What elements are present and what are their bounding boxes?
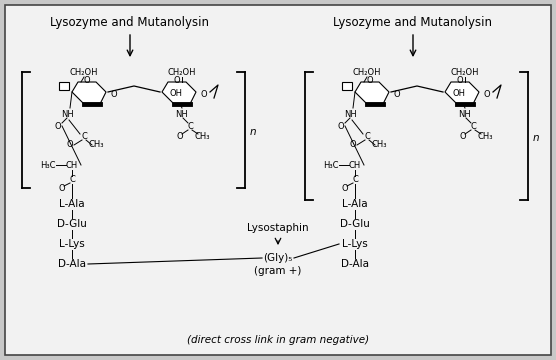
Text: D-Ala: D-Ala [341, 259, 369, 269]
Text: CH₂OH: CH₂OH [451, 68, 479, 77]
Text: O: O [484, 90, 490, 99]
Text: CH₃: CH₃ [194, 131, 210, 140]
Text: H₃C: H₃C [40, 161, 56, 170]
Text: C: C [470, 122, 476, 131]
Text: (Gly)₅: (Gly)₅ [264, 253, 292, 263]
Text: O: O [177, 131, 183, 140]
Text: O: O [394, 90, 400, 99]
Text: OH: OH [170, 89, 182, 98]
Text: H₃C: H₃C [323, 161, 339, 170]
Text: O: O [173, 76, 180, 85]
Text: Lysostaphin: Lysostaphin [247, 223, 309, 233]
Text: O: O [59, 184, 65, 193]
Text: C: C [81, 131, 87, 140]
Text: (gram +): (gram +) [254, 266, 302, 276]
Text: CH: CH [66, 161, 78, 170]
Text: n: n [250, 127, 257, 137]
Text: C: C [69, 175, 75, 184]
Text: C: C [352, 175, 358, 184]
Text: C: C [364, 131, 370, 140]
Text: O: O [337, 122, 344, 131]
Text: O: O [201, 90, 207, 99]
Text: O: O [111, 90, 117, 99]
Text: O: O [460, 131, 466, 140]
FancyBboxPatch shape [5, 5, 551, 355]
Text: CH₂OH: CH₂OH [353, 68, 381, 77]
Text: L-Ala: L-Ala [59, 199, 85, 209]
Text: Lysozyme and Mutanolysin: Lysozyme and Mutanolysin [51, 15, 210, 28]
Text: O: O [350, 140, 356, 149]
Text: L-Ala: L-Ala [342, 199, 368, 209]
Polygon shape [72, 82, 106, 104]
Text: n: n [533, 133, 540, 143]
Polygon shape [445, 82, 479, 104]
Text: NH: NH [459, 109, 471, 118]
Text: O: O [67, 140, 73, 149]
Text: OH: OH [453, 89, 465, 98]
Text: O: O [54, 122, 61, 131]
Text: D-Ala: D-Ala [58, 259, 86, 269]
Text: L-Lys: L-Lys [59, 239, 85, 249]
Text: CH₃: CH₃ [371, 140, 387, 149]
Text: O: O [367, 76, 373, 85]
Text: L-Lys: L-Lys [342, 239, 368, 249]
Text: D-Glu: D-Glu [57, 219, 87, 229]
Text: NH: NH [62, 109, 75, 118]
Text: NH: NH [345, 109, 358, 118]
Text: Lysozyme and Mutanolysin: Lysozyme and Mutanolysin [334, 15, 493, 28]
Polygon shape [355, 82, 389, 104]
Text: O: O [342, 184, 348, 193]
Text: D-Glu: D-Glu [340, 219, 370, 229]
Polygon shape [162, 82, 196, 104]
Text: CH₂OH: CH₂OH [168, 68, 196, 77]
Text: CH: CH [349, 161, 361, 170]
Text: CH₂OH: CH₂OH [70, 68, 98, 77]
FancyBboxPatch shape [59, 82, 69, 90]
Text: (direct cross link in gram negative): (direct cross link in gram negative) [187, 335, 369, 345]
Text: O: O [456, 76, 463, 85]
Text: CH₃: CH₃ [477, 131, 493, 140]
Text: O: O [84, 76, 90, 85]
Text: C: C [187, 122, 193, 131]
Text: CH₃: CH₃ [88, 140, 104, 149]
FancyBboxPatch shape [342, 82, 352, 90]
Text: NH: NH [176, 109, 188, 118]
